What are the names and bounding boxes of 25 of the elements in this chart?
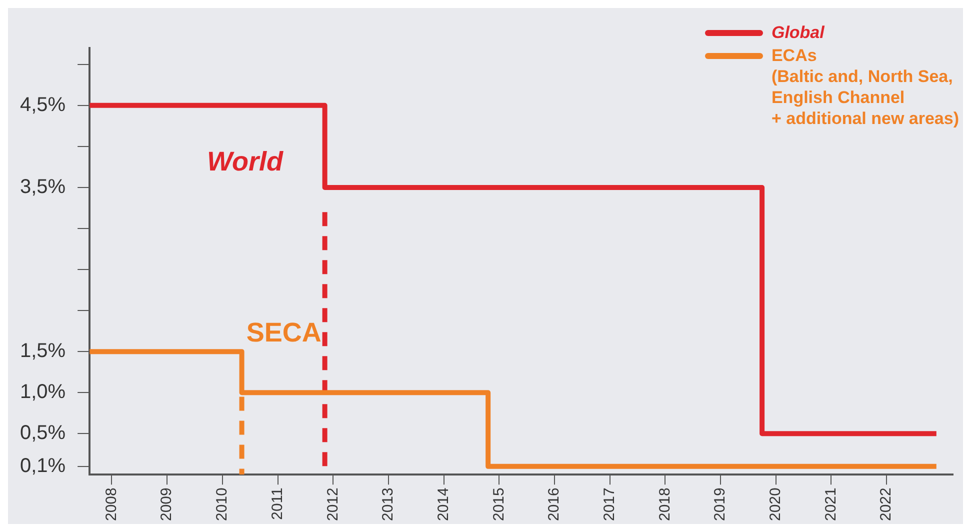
x-tick-label: 2013: [380, 488, 397, 522]
x-tick-label: 2022: [878, 488, 895, 522]
x-tick-label: 2018: [656, 488, 674, 522]
y-tick-label: 1,0%: [20, 381, 66, 404]
annotation: World: [207, 146, 284, 177]
y-tick-label: 0,1%: [20, 454, 66, 477]
y-tick-label: 3,5%: [20, 176, 66, 198]
x-tick-label: 2019: [712, 488, 729, 522]
x-tick-label: 2010: [214, 488, 231, 522]
x-tick-label: 2017: [600, 488, 618, 522]
legend-label: Global: [771, 22, 824, 43]
x-tick-label: 2020: [767, 488, 784, 522]
x-tick-label: 2008: [102, 488, 120, 522]
x-tick-label: 2021: [822, 488, 840, 522]
x-tick-label: 2009: [158, 488, 176, 522]
x-tick-label: 2012: [324, 488, 342, 522]
x-tick-label: 2011: [268, 488, 286, 520]
y-tick-label: 4,5%: [20, 94, 66, 116]
y-tick-label: 1,5%: [20, 340, 66, 362]
x-tick-label: 2016: [546, 488, 563, 522]
annotation: SECA: [246, 317, 322, 348]
legend-label: ECAs (Baltic and, North Sea, English Channel + additional new areas): [771, 45, 959, 129]
y-tick-label: 0,5%: [20, 422, 66, 444]
x-tick-label: 2015: [490, 488, 508, 522]
x-tick-label: 2014: [434, 488, 452, 522]
